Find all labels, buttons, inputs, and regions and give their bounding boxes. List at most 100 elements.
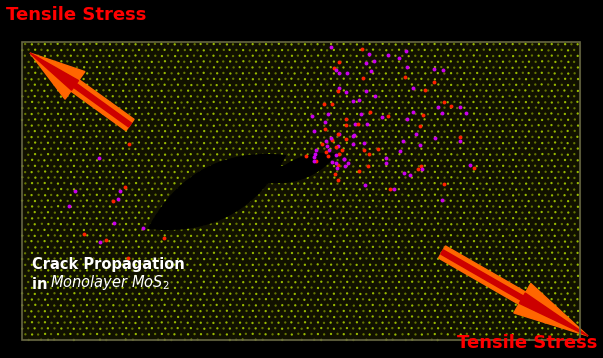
- Point: [232, 152, 242, 158]
- Point: [488, 64, 498, 70]
- Point: [508, 227, 518, 233]
- Point: [180, 82, 189, 88]
- Point: [53, 41, 63, 47]
- Point: [520, 320, 530, 325]
- Point: [319, 88, 329, 93]
- Point: [49, 163, 59, 169]
- Point: [206, 93, 215, 99]
- Point: [482, 192, 491, 198]
- Point: [319, 273, 329, 279]
- Point: [49, 303, 59, 308]
- Point: [79, 41, 89, 47]
- Point: [404, 111, 414, 116]
- Point: [245, 314, 254, 320]
- Point: [183, 88, 193, 93]
- Point: [63, 93, 72, 99]
- Point: [567, 309, 576, 314]
- Point: [128, 337, 137, 343]
- Point: [89, 128, 99, 134]
- Point: [222, 146, 232, 152]
- Point: [323, 256, 332, 262]
- Point: [89, 302, 98, 308]
- Point: [547, 88, 557, 94]
- Point: [294, 41, 303, 47]
- Point: [157, 145, 166, 151]
- Point: [317, 279, 326, 285]
- Point: [21, 111, 30, 117]
- Point: [257, 198, 267, 204]
- Point: [200, 291, 209, 297]
- Point: [127, 280, 137, 285]
- Point: [232, 279, 241, 285]
- Point: [573, 273, 583, 279]
- Point: [43, 337, 53, 343]
- Point: [544, 106, 554, 111]
- Point: [277, 151, 287, 157]
- Point: [408, 105, 417, 111]
- Point: [131, 227, 140, 232]
- Point: [205, 59, 215, 64]
- Point: [248, 111, 258, 117]
- Point: [411, 320, 420, 325]
- Point: [550, 129, 560, 134]
- Point: [43, 48, 52, 53]
- Point: [323, 175, 333, 180]
- Point: [160, 70, 169, 76]
- Point: [346, 169, 355, 175]
- Point: [469, 111, 479, 116]
- Point: [33, 134, 43, 140]
- Point: [118, 134, 128, 140]
- Point: [199, 221, 209, 227]
- Point: [213, 117, 223, 122]
- Point: [287, 158, 297, 163]
- Point: [479, 59, 488, 65]
- Point: [235, 42, 245, 47]
- Point: [339, 122, 349, 128]
- Point: [209, 308, 218, 314]
- Point: [293, 180, 303, 186]
- Text: Crack Propagation: Crack Propagation: [32, 257, 185, 272]
- Point: [430, 285, 440, 291]
- Point: [180, 59, 189, 64]
- Point: [534, 135, 544, 140]
- Point: [355, 129, 365, 135]
- Point: [320, 53, 329, 58]
- Point: [508, 285, 517, 290]
- Point: [254, 192, 264, 198]
- Point: [257, 325, 267, 331]
- Point: [355, 187, 365, 192]
- Point: [358, 53, 368, 59]
- Point: [384, 99, 394, 105]
- Point: [329, 175, 339, 180]
- Point: [105, 76, 115, 82]
- Point: [134, 291, 144, 297]
- Point: [286, 319, 296, 325]
- Point: [148, 116, 157, 122]
- Point: [203, 122, 212, 128]
- Point: [491, 187, 501, 192]
- Point: [193, 174, 203, 180]
- Point: [368, 302, 377, 308]
- Point: [346, 64, 355, 70]
- Point: [63, 71, 72, 76]
- Point: [368, 198, 377, 204]
- Point: [167, 152, 177, 158]
- Point: [551, 105, 560, 111]
- Point: [505, 267, 514, 273]
- Point: [193, 94, 203, 100]
- Point: [235, 227, 244, 233]
- Point: [488, 216, 498, 222]
- Point: [134, 314, 144, 320]
- Point: [92, 64, 102, 70]
- Point: [63, 140, 72, 146]
- Point: [420, 106, 430, 111]
- Point: [98, 332, 108, 337]
- Point: [488, 320, 497, 325]
- Point: [30, 82, 40, 88]
- Point: [310, 221, 320, 227]
- Point: [66, 158, 76, 163]
- Point: [122, 291, 131, 297]
- Point: [99, 239, 109, 245]
- Point: [332, 296, 342, 302]
- Point: [410, 204, 420, 210]
